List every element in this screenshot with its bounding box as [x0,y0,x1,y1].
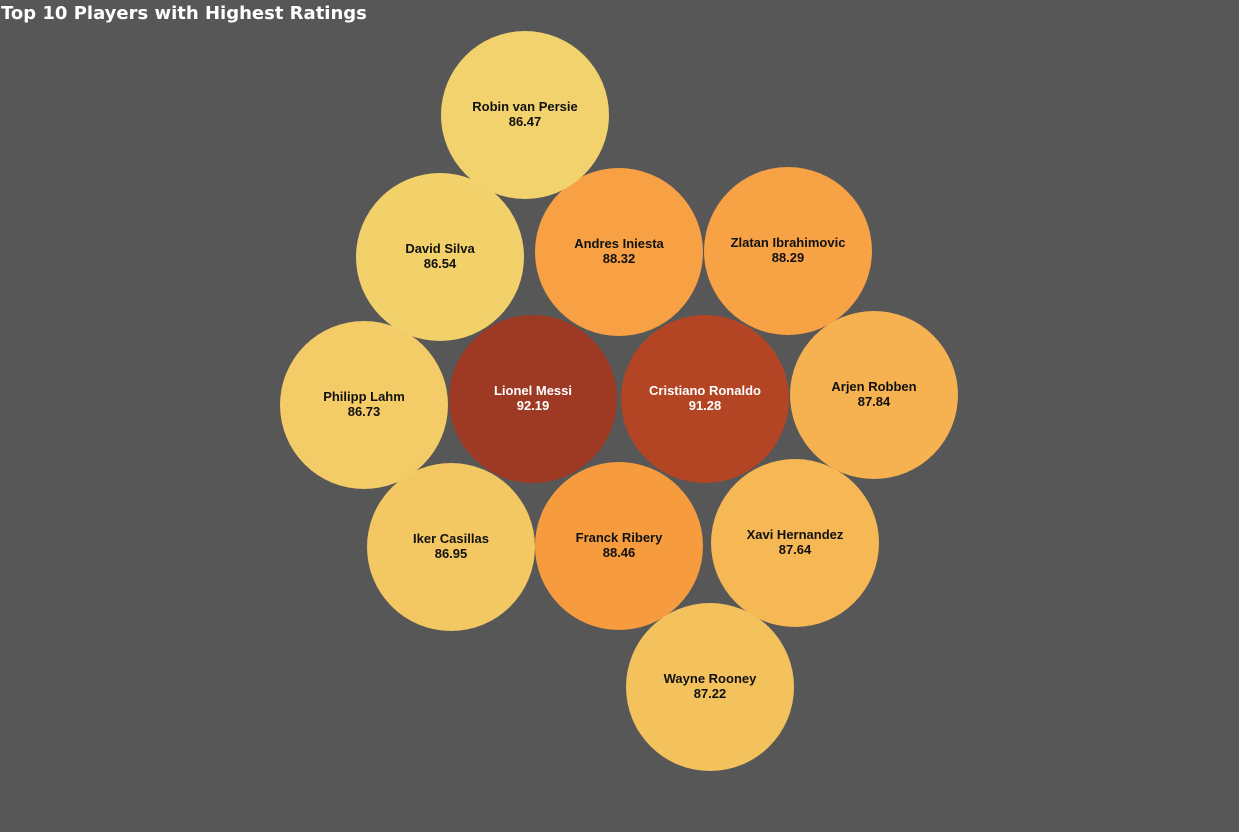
bubble-value-label: 86.47 [509,114,542,129]
bubble-circle[interactable] [449,315,617,483]
bubble-circle[interactable] [367,463,535,631]
bubble-value-label: 87.22 [694,686,727,701]
bubble-value-label: 88.32 [603,251,636,266]
bubble-label: Xavi Hernandez [747,527,844,542]
bubble-value-label: 92.19 [517,398,550,413]
bubble-label: Wayne Rooney [664,671,757,686]
bubble-value-label: 88.46 [603,545,636,560]
bubble-label: Arjen Robben [831,379,916,394]
bubble-value-label: 87.84 [858,394,891,409]
bubble-value-label: 87.64 [779,542,812,557]
bubble-label: Andres Iniesta [574,236,664,251]
bubble-value-label: 86.54 [424,256,457,271]
chart-title: Top 10 Players with Highest Ratings [1,3,367,24]
bubble-label: Zlatan Ibrahimovic [731,235,846,250]
bubble-label: Franck Ribery [576,530,663,545]
bubble-value-label: 86.73 [348,404,381,419]
bubble-label: Robin van Persie [472,99,577,114]
bubble-label: David Silva [405,241,475,256]
bubble-label: Iker Casillas [413,531,489,546]
bubble-circle[interactable] [790,311,958,479]
bubble-circle[interactable] [621,315,789,483]
bubble-label: Philipp Lahm [323,389,405,404]
bubble-label: Cristiano Ronaldo [649,383,761,398]
bubble-circle[interactable] [535,462,703,630]
bubble-circle[interactable] [535,168,703,336]
bubble-circle[interactable] [704,167,872,335]
bubble-circle[interactable] [626,603,794,771]
bubble-circle[interactable] [280,321,448,489]
bubble-label: Lionel Messi [494,383,572,398]
bubble-value-label: 86.95 [435,546,468,561]
bubble-value-label: 91.28 [689,398,722,413]
bubble-circle[interactable] [441,31,609,199]
bubble-value-label: 88.29 [772,250,805,265]
bubble-circle[interactable] [356,173,524,341]
bubble-circle[interactable] [711,459,879,627]
